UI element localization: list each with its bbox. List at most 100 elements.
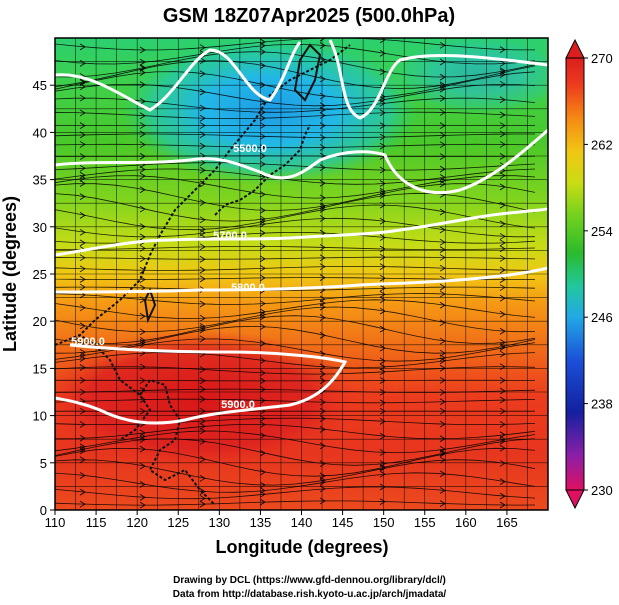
credit-data: Data from http://database.rish.kyoto-u.a… (172, 589, 447, 600)
streamline-arrow (439, 337, 446, 345)
streamline-arrow (79, 304, 86, 312)
streamline-arrow (379, 201, 386, 209)
streamline-arrow (499, 478, 506, 485)
streamline-arrow (499, 111, 506, 119)
streamline-arrow (379, 307, 386, 315)
streamline-arrow (379, 234, 386, 241)
streamline-arrow (139, 312, 146, 320)
streamline-arrow (199, 366, 206, 373)
streamline-arrow (319, 92, 326, 100)
contour-label: 5900.0 (221, 399, 255, 411)
streamline-arrow (319, 56, 326, 63)
streamline-arrow (379, 142, 386, 150)
streamline-arrow (79, 94, 86, 102)
streamline-arrow (199, 131, 206, 139)
streamline-arrow (259, 415, 266, 422)
streamline-arrow (499, 339, 506, 346)
streamline-arrow (379, 38, 386, 44)
streamline (55, 388, 536, 393)
streamline-arrow (499, 153, 506, 160)
colorbar-top-arrow (565, 38, 585, 59)
streamline-arrow (319, 332, 326, 339)
streamline-arrow (379, 357, 386, 365)
streamline-arrow (259, 340, 266, 347)
streamline (55, 398, 536, 404)
streamline-arrow (379, 464, 386, 472)
streamline-arrow (139, 69, 146, 76)
streamline-arrow (439, 319, 446, 327)
streamline-arrow (499, 141, 506, 148)
streamline-arrow (319, 203, 326, 211)
streamline-arrow (319, 398, 326, 406)
streamline-arrow (319, 75, 326, 83)
streamline-arrow (259, 357, 266, 365)
streamline-arrow (79, 445, 86, 453)
streamline-arrow (259, 308, 266, 316)
streamline-arrow (199, 422, 206, 430)
streamline-arrow (319, 179, 326, 187)
streamline-arrow (139, 436, 146, 443)
streamline-arrow (259, 432, 266, 439)
streamline-arrow (259, 152, 266, 160)
streamline-arrow (259, 215, 266, 223)
lat-tick-label: 25 (33, 267, 47, 282)
streamline-arrow (319, 254, 326, 262)
lon-tick-label: 160 (455, 515, 477, 530)
streamline-arrow (199, 57, 206, 65)
streamline-arrow (379, 483, 386, 491)
streamline-arrow (319, 478, 326, 486)
streamline-arrow (499, 266, 506, 274)
streamline-arrow (79, 276, 86, 283)
lon-tick-label: 135 (250, 515, 272, 530)
streamline-arrow (79, 239, 86, 247)
streamline-arrow (199, 326, 206, 334)
streamline-arrow (439, 95, 446, 102)
colorbar-tick-labels: 270 262 254 246 238 230 (584, 51, 613, 498)
streamline-arrow (79, 254, 86, 262)
streamline-arrow (379, 284, 386, 292)
credit-drawing: Drawing by DCL (https://www.gfd-dennou.o… (173, 575, 446, 586)
streamline-arrow (139, 266, 146, 274)
streamline-arrow (79, 228, 86, 236)
lon-tick-label: 150 (373, 515, 395, 530)
streamline (55, 155, 536, 158)
streamline-arrow (379, 192, 386, 199)
streamline-arrow (439, 177, 446, 184)
streamline (55, 306, 536, 333)
streamline-arrow (199, 199, 206, 207)
streamline-arrow (139, 407, 146, 415)
streamline-arrow (79, 376, 86, 384)
streamline-arrow (79, 348, 86, 356)
streamline-arrow (139, 429, 146, 437)
streamline (55, 246, 536, 250)
lat-tick-label: 10 (33, 409, 47, 424)
streamline-arrow (499, 80, 506, 88)
streamline-arrow (499, 183, 506, 191)
streamline-arrow (79, 364, 86, 371)
streamline-arrow (439, 122, 446, 129)
streamline-arrow (139, 205, 146, 213)
streamline-arrow (319, 377, 326, 385)
streamline (55, 192, 536, 222)
streamline-arrow (499, 459, 506, 467)
streamline-arrow (439, 174, 446, 181)
streamline-arrow (319, 407, 326, 415)
colorbar-tick-label: 238 (591, 397, 613, 412)
streamline-arrow (139, 445, 146, 453)
streamline-arrow (439, 165, 446, 173)
streamline-arrow (79, 488, 86, 496)
streamline-arrow (319, 303, 326, 311)
streamline-arrow (139, 186, 146, 194)
streamline-arrow (79, 434, 86, 442)
streamline-arrow (319, 274, 326, 281)
lat-tick-label: 5 (40, 456, 47, 471)
streamline-arrow (259, 255, 266, 263)
streamline-arrow (439, 58, 446, 66)
streamline-arrow (259, 229, 266, 237)
streamline-arrow (499, 255, 506, 262)
streamline-arrow (319, 206, 326, 213)
streamline-arrow (319, 460, 326, 468)
streamline (55, 459, 536, 486)
streamline-arrow (439, 301, 446, 309)
streamline (55, 286, 536, 291)
